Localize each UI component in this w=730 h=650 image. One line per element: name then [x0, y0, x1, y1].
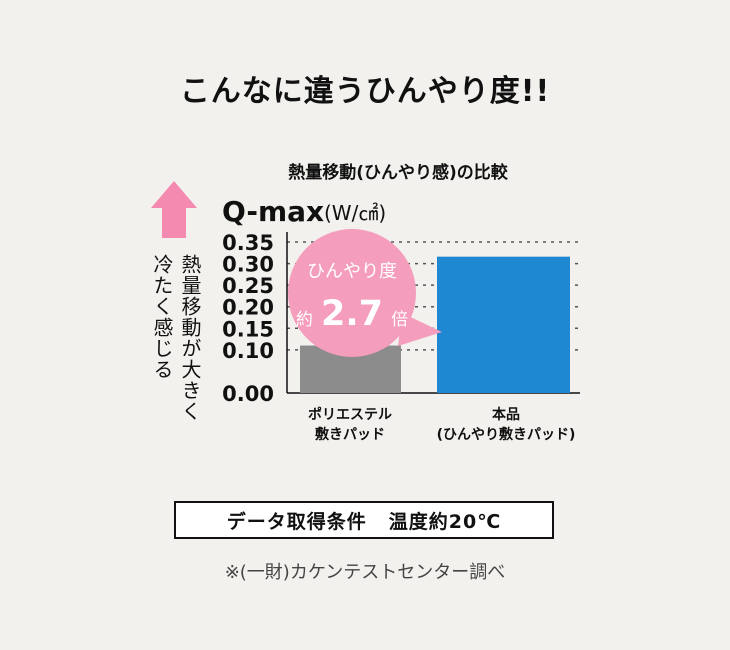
arrow-up-icon [151, 181, 197, 238]
y-tick-label: 0.30 [222, 253, 274, 277]
callout-value: 2.7 [321, 294, 383, 334]
condition-label: データ取得条件 [226, 510, 367, 533]
source-note: ※(一財)カケンテストセンター調べ [224, 562, 506, 583]
callout-pointer [398, 313, 442, 346]
callout-value-line: 約 2.7 倍 [296, 294, 408, 334]
x-label-line2: (ひんやり敷きパッド) [437, 426, 576, 443]
y-tick-label: 0.35 [222, 231, 274, 255]
condition-value: 温度約20℃ [388, 510, 502, 533]
callout-prefix: 約 [296, 310, 313, 330]
x-label-line2: 敷きパッド [315, 426, 385, 443]
y-axis-title: Q-max [222, 195, 324, 228]
y-tick-label: 0.10 [222, 339, 274, 363]
y-tick-label: 0.00 [222, 382, 274, 406]
headline: こんなに違うひんやり度!! [179, 74, 551, 109]
callout-suffix: 倍 [391, 310, 408, 330]
y-tick-label: 0.25 [222, 274, 274, 298]
x-label-line1: 本品 [492, 406, 520, 423]
side-label-line2: 冷たく感じる [150, 254, 174, 380]
x-label-line1: ポリエステル [308, 406, 392, 423]
ratio-callout: ひんやり度 約 2.7 倍 [288, 229, 442, 357]
chart: 熱量移動(ひんやり感)の比較 熱量移動が大きく 冷たく感じる Q-max (W/… [150, 162, 580, 443]
callout-circle [288, 229, 416, 357]
y-axis-unit: (W/㎠) [324, 201, 386, 225]
bar-2 [437, 256, 570, 393]
callout-label: ひんやり度 [307, 261, 397, 282]
data-condition-box: データ取得条件 温度約20℃ [174, 501, 554, 539]
y-tick-label: 0.15 [222, 317, 274, 341]
chart-title: 熱量移動(ひんやり感)の比較 [288, 162, 509, 183]
y-tick-label: 0.20 [222, 296, 274, 320]
side-label-line1: 熱量移動が大きく [178, 254, 202, 422]
